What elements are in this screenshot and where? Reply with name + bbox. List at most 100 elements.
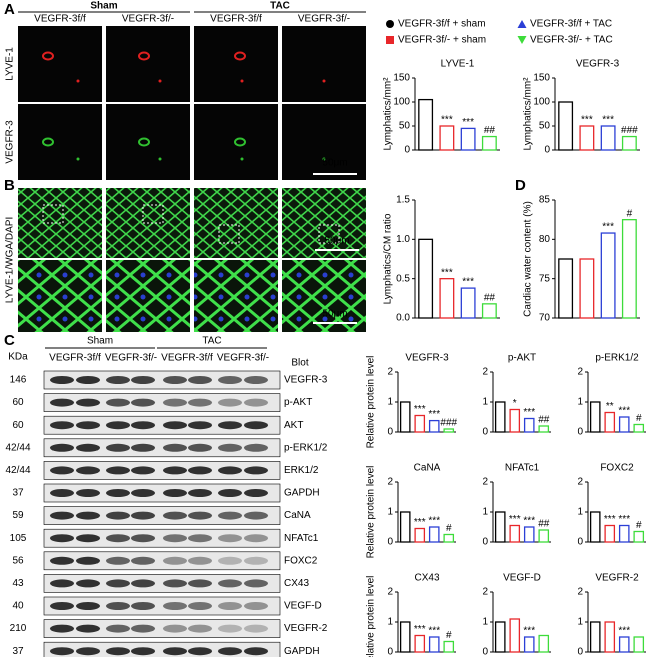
blot-strip [43,506,281,525]
protein-label: GAPDH [284,646,320,657]
blot-band [50,647,74,656]
blot-band [244,466,268,475]
blot-band [188,556,212,565]
blot-band [163,624,187,633]
blot-band [188,511,212,520]
kda-label: 43 [12,578,24,589]
bar [604,524,616,543]
chart-title: FOXC2 [600,463,634,474]
kda-label: 42/44 [5,442,30,453]
panel-label: C [4,332,15,349]
bar [589,401,601,433]
blot-band [163,443,187,452]
blot-band [106,556,130,565]
blot-strip [43,483,281,503]
blot-band [76,602,100,610]
bar [509,524,521,543]
micrograph [282,26,366,102]
blot-band [188,421,212,430]
significance: *** [509,514,521,525]
chart-title: p-ERK1/2 [595,353,639,364]
bar [414,414,426,433]
blot-band [106,602,130,610]
scale-bar-label: 50μm [322,309,347,320]
y-tick-label: 0 [577,427,583,438]
blot-band [131,602,155,610]
blot-band [106,421,130,430]
blot-band [76,398,100,407]
bar [618,636,630,653]
kda-label: 56 [12,555,24,566]
blot-strip [43,551,281,571]
blot-band [50,624,74,633]
blot-band [131,534,155,543]
blot-band [218,579,242,588]
bar [579,258,595,319]
y-tick-label: 1 [482,507,488,518]
kda-label: 105 [10,533,27,544]
blot-band [76,511,100,520]
y-axis-label: Relative protein level [366,466,377,559]
row-label: LYVE-1/WGA/DAPI [5,217,16,304]
blot-strip [43,596,281,616]
blot-strip [43,370,281,390]
legend-marker [517,36,527,44]
blot-band [188,647,212,656]
y-tick-label: 2 [577,587,583,598]
kda-label: 42/44 [5,465,30,476]
stain [76,157,80,161]
kda-label: 59 [12,510,24,521]
zoom-box [318,224,340,244]
blot-band [244,443,268,452]
y-tick-label: 1 [482,617,488,628]
micrograph [18,260,102,332]
stain [158,79,162,83]
significance: *** [523,626,535,637]
y-axis-label: Relative protein level [366,356,377,449]
blot-band [163,579,187,588]
blot-band [131,624,155,633]
kda-label: 37 [12,488,24,499]
y-tick-label: 75 [539,273,551,284]
zoom-box [218,224,240,244]
bar [523,526,535,543]
bar [618,524,630,543]
legend-marker [386,36,394,44]
stain [234,51,246,61]
y-axis-label: Lymphatics/mm² [383,77,394,151]
blot-band [76,647,100,656]
blot-band [106,489,130,497]
y-tick-label: 0 [577,537,583,548]
blot-band [188,602,212,610]
bar [633,423,645,433]
kda-label: 37 [12,646,24,657]
protein-label: p-ERK1/2 [284,442,328,453]
y-tick-label: 1.0 [396,234,410,245]
blot-band [163,647,187,656]
kda-label: 60 [12,397,24,408]
micrograph [106,260,190,332]
micrograph [282,104,366,180]
blot-band [50,602,74,610]
significance: *** [414,517,426,528]
micrograph [18,26,102,102]
blot-header: Blot [291,358,308,369]
bar [558,258,574,319]
y-tick-label: 1 [482,397,488,408]
bar [538,634,550,653]
stain [158,157,162,161]
significance: ## [538,519,550,530]
bar [439,125,455,151]
significance: *** [523,407,535,418]
stain [240,157,244,161]
bar [460,127,476,151]
blot-band [163,556,187,565]
blot-band [163,489,187,497]
protein-label: p-AKT [284,397,312,408]
y-tick-label: 0 [482,537,488,548]
y-tick-label: 1 [577,397,583,408]
blot-band [76,421,100,430]
significance: ## [484,125,496,136]
chart-title: p-AKT [508,353,536,364]
